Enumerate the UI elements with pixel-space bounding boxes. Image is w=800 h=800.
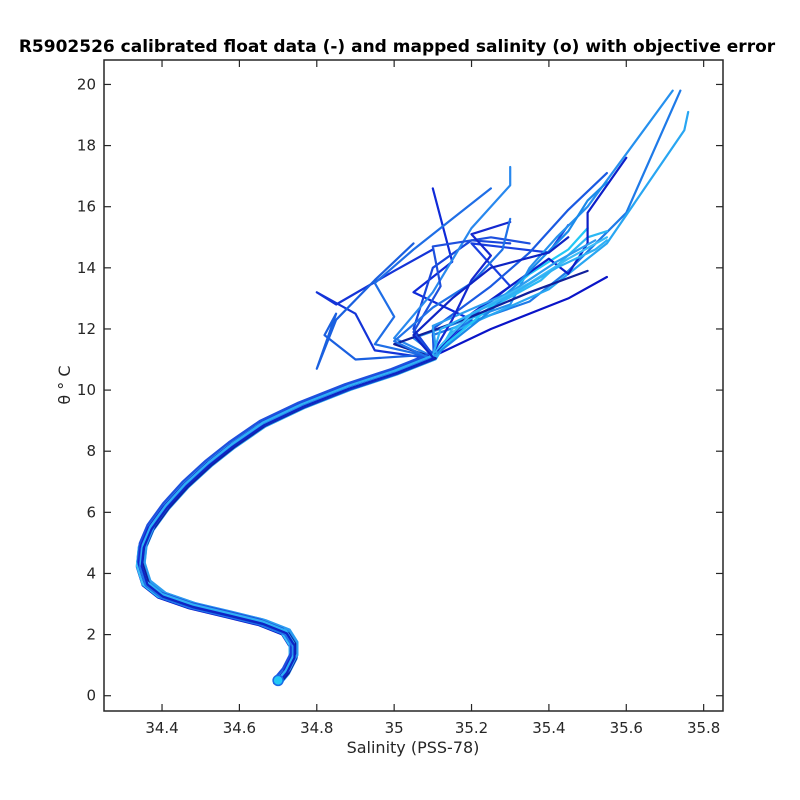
plot-area bbox=[104, 60, 723, 711]
y-tick-label: 8 bbox=[86, 442, 96, 460]
x-tick-label: 35.2 bbox=[455, 719, 488, 737]
y-tick-label: 10 bbox=[77, 381, 96, 399]
profile-line-24 bbox=[140, 236, 570, 684]
x-tick-label: 34.6 bbox=[223, 719, 256, 737]
x-tick-label: 35 bbox=[385, 719, 404, 737]
x-tick-label: 34.8 bbox=[300, 719, 333, 737]
axes-frame bbox=[103, 59, 724, 712]
y-tick-label: 4 bbox=[86, 564, 96, 582]
y-tick-label: 2 bbox=[86, 626, 96, 644]
chart-title: R5902526 calibrated float data (-) and m… bbox=[19, 37, 776, 57]
y-tick-label: 20 bbox=[77, 75, 96, 93]
profile-line-23 bbox=[139, 239, 608, 681]
y-tick-label: 12 bbox=[77, 320, 96, 338]
x-tick-label: 35.8 bbox=[687, 719, 720, 737]
x-axis-label: Salinity (PSS-78) bbox=[347, 738, 480, 757]
ticks-layer: 34.4 34.6 34.8 35 35.2 35.4 35.6 35.8 0 2 4 6 8 10 12 1… bbox=[77, 60, 723, 737]
x-tick-label: 35.6 bbox=[610, 719, 643, 737]
x-tick-label: 35.4 bbox=[532, 719, 565, 737]
y-tick-label: 6 bbox=[86, 503, 96, 521]
y-tick-label: 18 bbox=[77, 137, 96, 155]
series-layer bbox=[135, 89, 690, 687]
y-tick-label: 0 bbox=[86, 687, 96, 705]
y-tick-label: 16 bbox=[77, 198, 96, 216]
y-tick-label: 14 bbox=[77, 259, 96, 277]
mapped-salinity-point bbox=[272, 674, 284, 687]
y-axis-label: θ ° C bbox=[55, 365, 74, 404]
x-tick-label: 34.4 bbox=[145, 719, 178, 737]
